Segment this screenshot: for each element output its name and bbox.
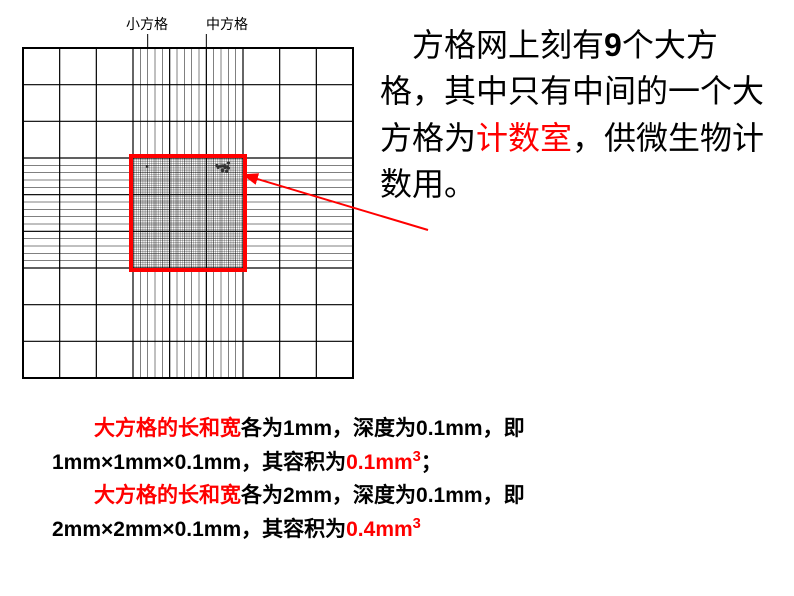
bt-l3-t2: ，深度为 — [332, 484, 416, 507]
bt-l1-b2: 0.1mm — [416, 417, 483, 440]
bt-l3-t3: ，即 — [483, 484, 525, 507]
bt-l2-t2: ； — [421, 451, 442, 474]
bt-l2-t1: ，其容积为 — [241, 451, 346, 474]
bt-l4-sup: 3 — [413, 516, 421, 532]
bt-l3-t1: 各为 — [241, 484, 283, 507]
grid-diagram: 小方格 中方格 — [18, 28, 358, 368]
bt-l1-t2: ，深度为 — [332, 417, 416, 440]
label-medium-grid: 中方格 — [206, 14, 248, 34]
mt-p1: 方格网上刻有 — [380, 27, 604, 63]
main-description: 方格网上刻有9个大方格，其中只有中间的一个大方格为计数室，供微生物计数用。 — [380, 22, 780, 208]
bt-l2-red: 0.1mm — [346, 451, 413, 474]
bt-l3-red: 大方格的长和宽 — [94, 484, 241, 507]
bt-l3-b1: 2mm — [283, 484, 332, 507]
counting-grid-svg — [18, 28, 378, 388]
mt-count: 9 — [604, 27, 622, 63]
bt-l1-red: 大方格的长和宽 — [94, 417, 241, 440]
bt-l1-b1: 1mm — [283, 417, 332, 440]
bt-l2-b1: 1mm×1mm×0.1mm — [52, 451, 241, 474]
bt-l4-t1: ，其容积为 — [241, 518, 346, 541]
bt-l4-red: 0.4mm — [346, 518, 413, 541]
bt-l2-sup: 3 — [413, 449, 421, 465]
bt-l3-b2: 0.1mm — [416, 484, 483, 507]
bt-l1-t3: ，即 — [483, 417, 525, 440]
label-small-grid: 小方格 — [126, 14, 168, 34]
dimensions-text: 大方格的长和宽各为1mm，深度为0.1mm，即 1mm×1mm×0.1mm，其容… — [52, 412, 752, 546]
bt-l1-t1: 各为 — [241, 417, 283, 440]
bt-l4-b1: 2mm×2mm×0.1mm — [52, 518, 241, 541]
mt-counting-room: 计数室 — [476, 120, 572, 156]
